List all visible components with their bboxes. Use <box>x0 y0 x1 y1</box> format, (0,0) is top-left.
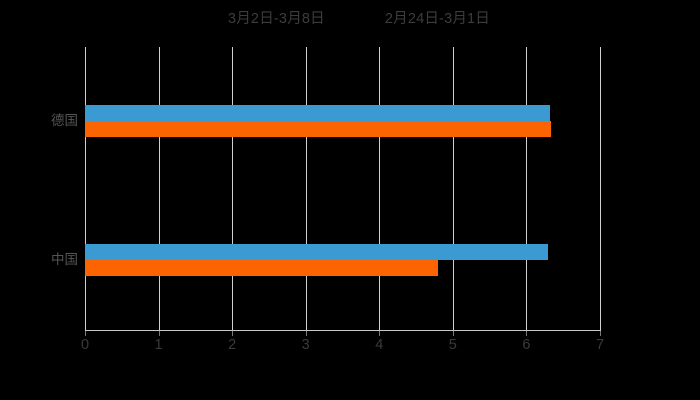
x-axis-tick-label: 3 <box>301 337 310 353</box>
legend-label-series-2: 2月24日-3月1日 <box>384 10 491 27</box>
gridline <box>600 47 601 330</box>
bar-series-2[interactable] <box>85 260 439 276</box>
chart-legend: 3月2日-3月8日 2月24日-3月1日 <box>0 8 700 30</box>
gridline <box>379 47 381 330</box>
x-axis-tick <box>526 331 528 336</box>
x-axis-tick-label: 1 <box>154 337 163 353</box>
category-label: 德国 <box>51 113 78 128</box>
x-axis-tick-label: 5 <box>448 337 457 353</box>
x-axis-line <box>85 330 601 331</box>
x-axis-tick <box>232 331 234 336</box>
x-axis-tick-label: 7 <box>595 337 605 353</box>
legend-dot-icon <box>210 14 221 25</box>
plot-area <box>85 47 601 330</box>
x-axis-tick-label: 0 <box>80 337 90 353</box>
x-axis-tick-label: 2 <box>228 337 237 353</box>
bar-series-2[interactable] <box>85 121 551 137</box>
gridline <box>305 47 307 330</box>
x-axis-tick <box>452 331 454 336</box>
x-axis-tick <box>85 331 86 336</box>
legend-label-series-1: 3月2日-3月8日 <box>227 10 325 27</box>
gridline <box>526 47 528 330</box>
bar-series-1[interactable] <box>85 105 550 121</box>
x-axis-tick-label: 6 <box>522 337 531 353</box>
category-label: 中国 <box>51 252 78 267</box>
gridline <box>232 47 234 330</box>
legend-entry-series-1[interactable]: 3月2日-3月8日 <box>210 12 325 27</box>
x-axis-tick <box>305 331 307 336</box>
x-axis-tick-label: 4 <box>375 337 384 353</box>
gridline <box>85 47 86 330</box>
x-axis-tick <box>600 331 601 336</box>
gridline <box>158 47 160 330</box>
legend-square-icon <box>367 14 378 25</box>
gridline <box>452 47 454 330</box>
bar-series-1[interactable] <box>85 244 548 260</box>
x-axis-tick <box>158 331 160 336</box>
legend-entry-series-2[interactable]: 2月24日-3月1日 <box>367 12 490 27</box>
x-axis-tick <box>379 331 381 336</box>
